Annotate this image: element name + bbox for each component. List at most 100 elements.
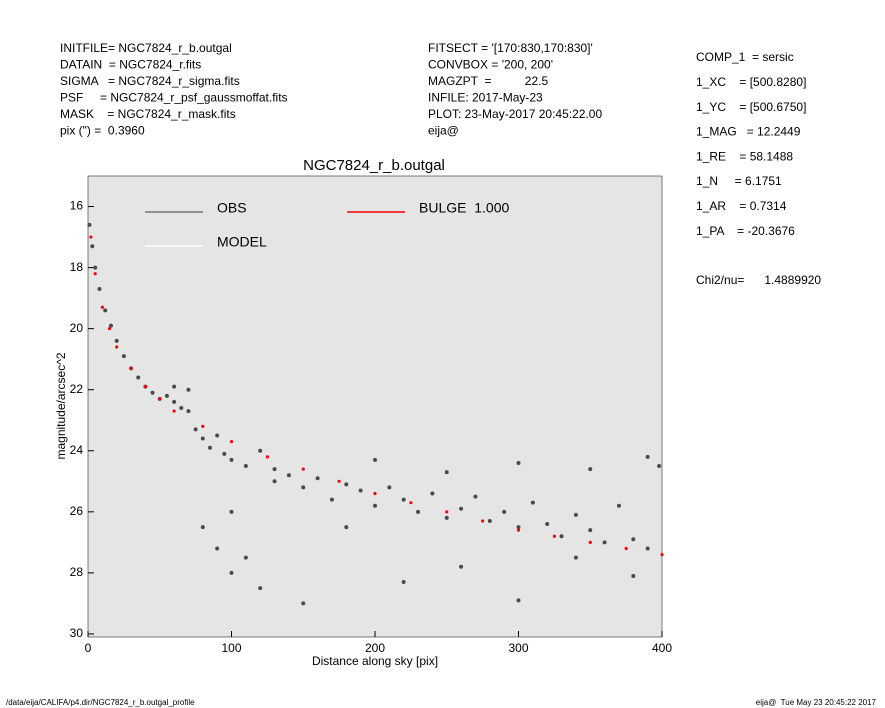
data-point [373,503,377,508]
data-point [301,467,305,471]
data-point [97,286,102,291]
data-point [329,497,334,502]
data-point [215,433,220,438]
data-point [90,244,95,249]
data-point [186,387,191,392]
data-point [516,460,521,465]
data-point [272,479,277,484]
data-point [286,473,291,478]
data-point [143,385,147,389]
header-line: MAGZPT = 22.5 [428,74,548,88]
data-point [530,500,535,505]
data-point [150,390,155,395]
x-tick-label: 0 [85,641,92,655]
data-point [616,503,621,508]
data-point [229,457,234,462]
header-line: SIGMA = NGC7824_r_sigma.fits [60,74,240,88]
data-point [473,494,478,499]
data-point [87,222,92,227]
param-line: COMP_1 = sersic [696,50,794,64]
data-point [229,509,234,514]
data-point [444,515,449,520]
legend-label: OBS [217,200,247,216]
param-line: 1_AR = 0.7314 [696,199,787,213]
data-point [93,265,98,270]
header-line: FITSECT = '[170:830,170:830]' [428,41,593,55]
chi2: Chi2/nu= 1.4889920 [696,273,821,287]
data-point [516,525,521,530]
data-point [222,451,227,456]
param-line: 1_YC = [500.6750] [696,100,806,114]
data-point [387,485,392,490]
data-point [573,512,578,517]
header-line: MASK = NGC7824_r_mask.fits [60,107,236,121]
data-point [645,546,650,551]
data-point [272,467,277,472]
data-point [631,537,636,542]
data-point [301,485,306,490]
data-point [416,509,421,514]
header-line: DATAIN = NGC7824_r.fits [60,58,201,72]
data-point [315,476,320,481]
x-axis-label: Distance along sky [pix] [312,654,438,668]
data-point [602,540,607,545]
y-tick-label: 16 [70,199,84,213]
data-point [258,448,263,453]
data-point [229,570,234,575]
data-point [108,323,113,328]
x-tick-label: 400 [652,641,672,655]
data-point [207,445,212,450]
data-point [107,327,112,331]
data-point [409,501,413,505]
data-point [631,573,636,578]
legend-label: MODEL [217,234,267,250]
param-line: 1_N = 6.1751 [696,174,782,188]
data-point [129,366,133,370]
data-point [373,457,377,462]
data-point [645,454,650,459]
data-point [172,409,176,413]
data-point [401,497,406,502]
data-point [201,424,205,428]
y-tick-label: 30 [70,626,84,640]
data-point [114,338,119,343]
x-tick-label: 200 [365,641,385,655]
x-tick-label: 100 [221,641,241,655]
data-point [179,406,184,411]
data-point [229,440,234,444]
footer-date: eija@ Tue May 23 20:45:22 2017 [756,698,877,707]
param-line: 1_PA = -20.3676 [696,224,795,238]
data-point [481,519,485,523]
data-point [344,482,349,487]
data-point [265,455,269,459]
header-line: INFILE: 2017-May-23 [428,91,543,105]
data-point [158,397,162,401]
data-point [164,393,169,398]
data-point [516,598,521,603]
data-point [344,525,349,530]
data-point [89,235,93,239]
data-point [100,305,104,309]
y-tick-label: 22 [70,382,84,396]
legend-label: BULGE 1.000 [419,200,509,216]
data-point [459,506,464,511]
data-point [301,601,306,606]
data-point [487,518,492,523]
data-point [430,491,435,496]
data-point [502,509,507,514]
footer-path: /data/eija/CALIFA/p4.dir/NGC7824_r_b.out… [6,698,195,707]
y-tick-label: 26 [70,504,84,518]
data-point [136,375,141,380]
data-point [660,552,664,557]
data-point [186,409,191,414]
plot-area [87,175,663,638]
param-line: 1_XC = [500.8280] [696,75,806,89]
data-point [401,580,406,585]
data-point [93,272,97,276]
data-point [559,534,564,539]
y-tick-label: 24 [70,443,84,457]
data-point [624,546,628,551]
data-point [243,555,248,560]
header-line: eija@ [428,124,459,138]
